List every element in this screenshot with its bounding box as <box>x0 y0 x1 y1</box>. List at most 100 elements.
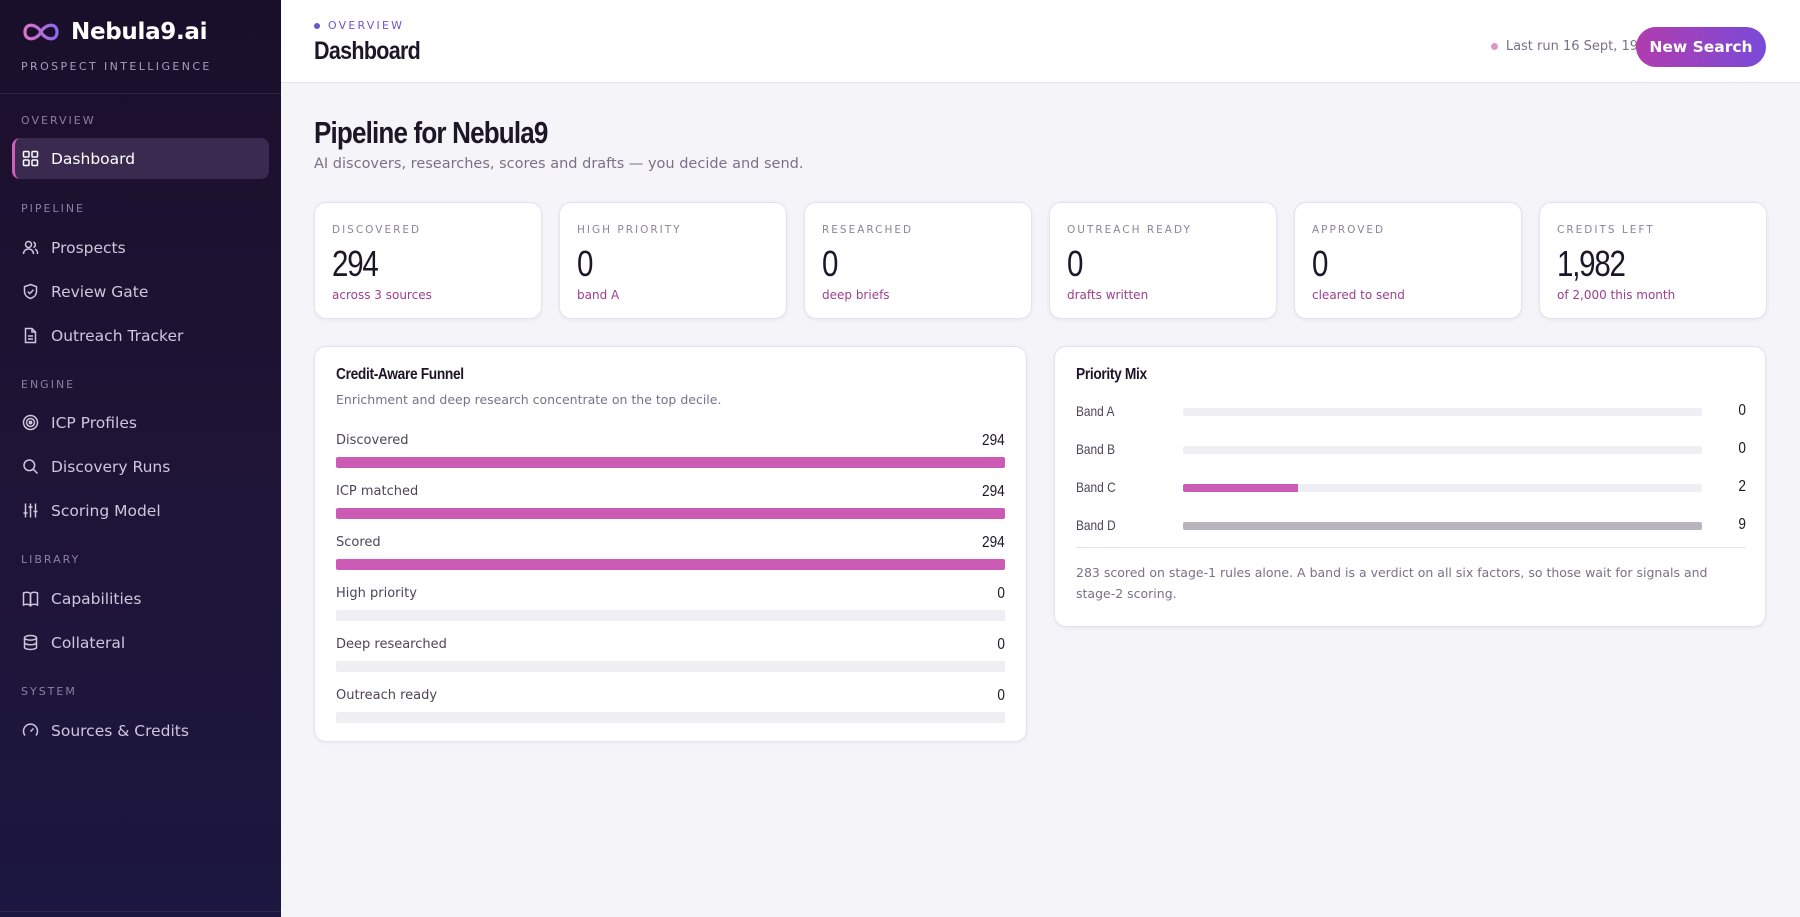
funnel-label: Outreach ready <box>336 688 438 703</box>
sidebar-item-capabilities[interactable]: Capabilities <box>12 578 269 619</box>
funnel-bar-fill <box>336 559 1005 570</box>
brand-name: Nebula9.ai <box>71 19 208 45</box>
funnel-row-icp-matched: ICP matched 294 <box>336 483 1005 524</box>
funnel-row-discovered: Discovered 294 <box>336 432 1005 473</box>
target-icon <box>22 414 39 431</box>
sidebar-item-scoring-model[interactable]: Scoring Model <box>12 490 269 531</box>
section-label-engine: ENGINE <box>21 378 76 391</box>
funnel-row-deep-researched: Deep researched 0 <box>336 636 1005 677</box>
stat-card-credits-left: CREDITS LEFT 1,982 of 2,000 this month <box>1539 202 1767 319</box>
pipeline-title: Pipeline for Nebula9 <box>314 115 548 150</box>
breadcrumb-dot-icon <box>314 22 320 29</box>
sidebar-item-outreach-tracker[interactable]: Outreach Tracker <box>12 315 269 356</box>
credit-aware-funnel-panel: Credit-Aware Funnel Enrichment and deep … <box>314 346 1027 742</box>
section-label-system: SYSTEM <box>21 685 77 698</box>
sidebar-item-review-gate[interactable]: Review Gate <box>12 271 269 312</box>
stat-note: drafts written <box>1067 288 1149 302</box>
band-bar-track <box>1183 408 1702 416</box>
band-label: Band C <box>1076 479 1116 495</box>
funnel-bar-track <box>336 610 1005 621</box>
funnel-label: Scored <box>336 535 381 550</box>
funnel-value: 294 <box>982 432 1005 449</box>
funnel-bar-track <box>336 457 1005 468</box>
sidebar-item-label: Capabilities <box>51 589 142 608</box>
top-bar: OVERVIEW Dashboard Last run 16 Sept, 19:… <box>281 0 1800 83</box>
new-search-button[interactable]: New Search <box>1636 27 1766 67</box>
section-label-library: LIBRARY <box>21 553 81 566</box>
sidebar-item-icp-profiles[interactable]: ICP Profiles <box>12 402 269 443</box>
section-label-overview: OVERVIEW <box>21 114 96 127</box>
infinity-logo-icon <box>23 23 59 41</box>
band-label: Band A <box>1076 403 1115 419</box>
funnel-value: 0 <box>997 585 1005 602</box>
band-value: 0 <box>1738 402 1746 419</box>
band-bar-fill <box>1183 522 1702 530</box>
funnel-row-high-priority: High priority 0 <box>336 585 1005 626</box>
sidebar-item-discovery-runs[interactable]: Discovery Runs <box>12 446 269 487</box>
search-icon <box>22 458 39 475</box>
band-bar-track <box>1183 446 1702 454</box>
funnel-value: 0 <box>997 636 1005 653</box>
gauge-icon <box>22 722 39 739</box>
funnel-bar-track <box>336 661 1005 672</box>
stat-card-discovered: DISCOVERED 294 across 3 sources <box>314 202 542 319</box>
sidebar-item-collateral[interactable]: Collateral <box>12 622 269 663</box>
mix-row-band-a: Band A 0 <box>1076 402 1746 422</box>
sidebar-item-label: Collateral <box>51 633 126 652</box>
sidebar-item-label: Prospects <box>51 238 126 257</box>
panel-title: Credit-Aware Funnel <box>336 366 464 383</box>
sidebar-item-dashboard[interactable]: Dashboard <box>12 138 269 179</box>
sidebar-item-label: Scoring Model <box>51 501 161 520</box>
sidebar-item-sources-credits[interactable]: Sources & Credits <box>12 710 269 751</box>
database-icon <box>22 634 39 651</box>
funnel-bar-track <box>336 559 1005 570</box>
page-title: Dashboard <box>314 37 421 65</box>
sliders-icon <box>22 502 39 519</box>
shield-check-icon <box>22 283 39 300</box>
priority-mix-note: 283 scored on stage-1 rules alone. A ban… <box>1076 565 1708 601</box>
mix-row-band-c: Band C 2 <box>1076 478 1746 498</box>
band-label: Band D <box>1076 517 1116 533</box>
mix-divider <box>1076 547 1746 548</box>
panel-title: Priority Mix <box>1076 366 1147 383</box>
brand-logo[interactable]: Nebula9.ai <box>21 18 208 46</box>
stat-label: RESEARCHED <box>822 224 914 236</box>
sidebar-item-label: ICP Profiles <box>51 413 137 432</box>
users-icon <box>22 239 39 256</box>
stat-label: HIGH PRIORITY <box>577 224 682 236</box>
panel-subtitle: Enrichment and deep research concentrate… <box>336 392 722 407</box>
pipeline-subtitle: AI discovers, researches, scores and dra… <box>314 156 804 172</box>
funnel-value: 294 <box>982 534 1005 551</box>
stat-note: of 2,000 this month <box>1557 288 1676 302</box>
stat-value: 1,982 <box>1557 243 1626 284</box>
funnel-bar-track <box>336 712 1005 723</box>
last-run-label: Last run 16 Sept, 19:20 <box>1505 39 1659 54</box>
stat-label: CREDITS LEFT <box>1557 224 1655 236</box>
stat-value: 0 <box>1312 243 1328 284</box>
stat-note: band A <box>577 288 620 302</box>
funnel-row-outreach-ready: Outreach ready 0 <box>336 687 1005 728</box>
band-bar-track <box>1183 522 1702 530</box>
funnel-bar-fill <box>336 457 1005 468</box>
sidebar-item-prospects[interactable]: Prospects <box>12 227 269 268</box>
sidebar-item-label: Review Gate <box>51 282 149 301</box>
funnel-label: High priority <box>336 586 417 601</box>
stat-label: OUTREACH READY <box>1067 224 1192 236</box>
sidebar-item-label: Sources & Credits <box>51 721 189 740</box>
book-icon <box>22 590 39 607</box>
stat-value: 0 <box>577 243 593 284</box>
sidebar: Nebula9.ai PROSPECT INTELLIGENCE OVERVIE… <box>0 0 281 917</box>
band-bar-track <box>1183 484 1702 492</box>
funnel-label: Deep researched <box>336 637 447 652</box>
stat-note: deep briefs <box>822 288 890 302</box>
band-label: Band B <box>1076 441 1116 457</box>
stat-value: 0 <box>822 243 838 284</box>
funnel-row-scored: Scored 294 <box>336 534 1005 575</box>
stat-card-high-priority: HIGH PRIORITY 0 band A <box>559 202 787 319</box>
breadcrumb: OVERVIEW <box>314 19 404 32</box>
stat-label: DISCOVERED <box>332 224 422 236</box>
sidebar-divider <box>0 93 281 94</box>
sidebar-item-label: Dashboard <box>51 149 136 168</box>
funnel-bar-track <box>336 508 1005 519</box>
status-dot-icon <box>1490 43 1498 50</box>
